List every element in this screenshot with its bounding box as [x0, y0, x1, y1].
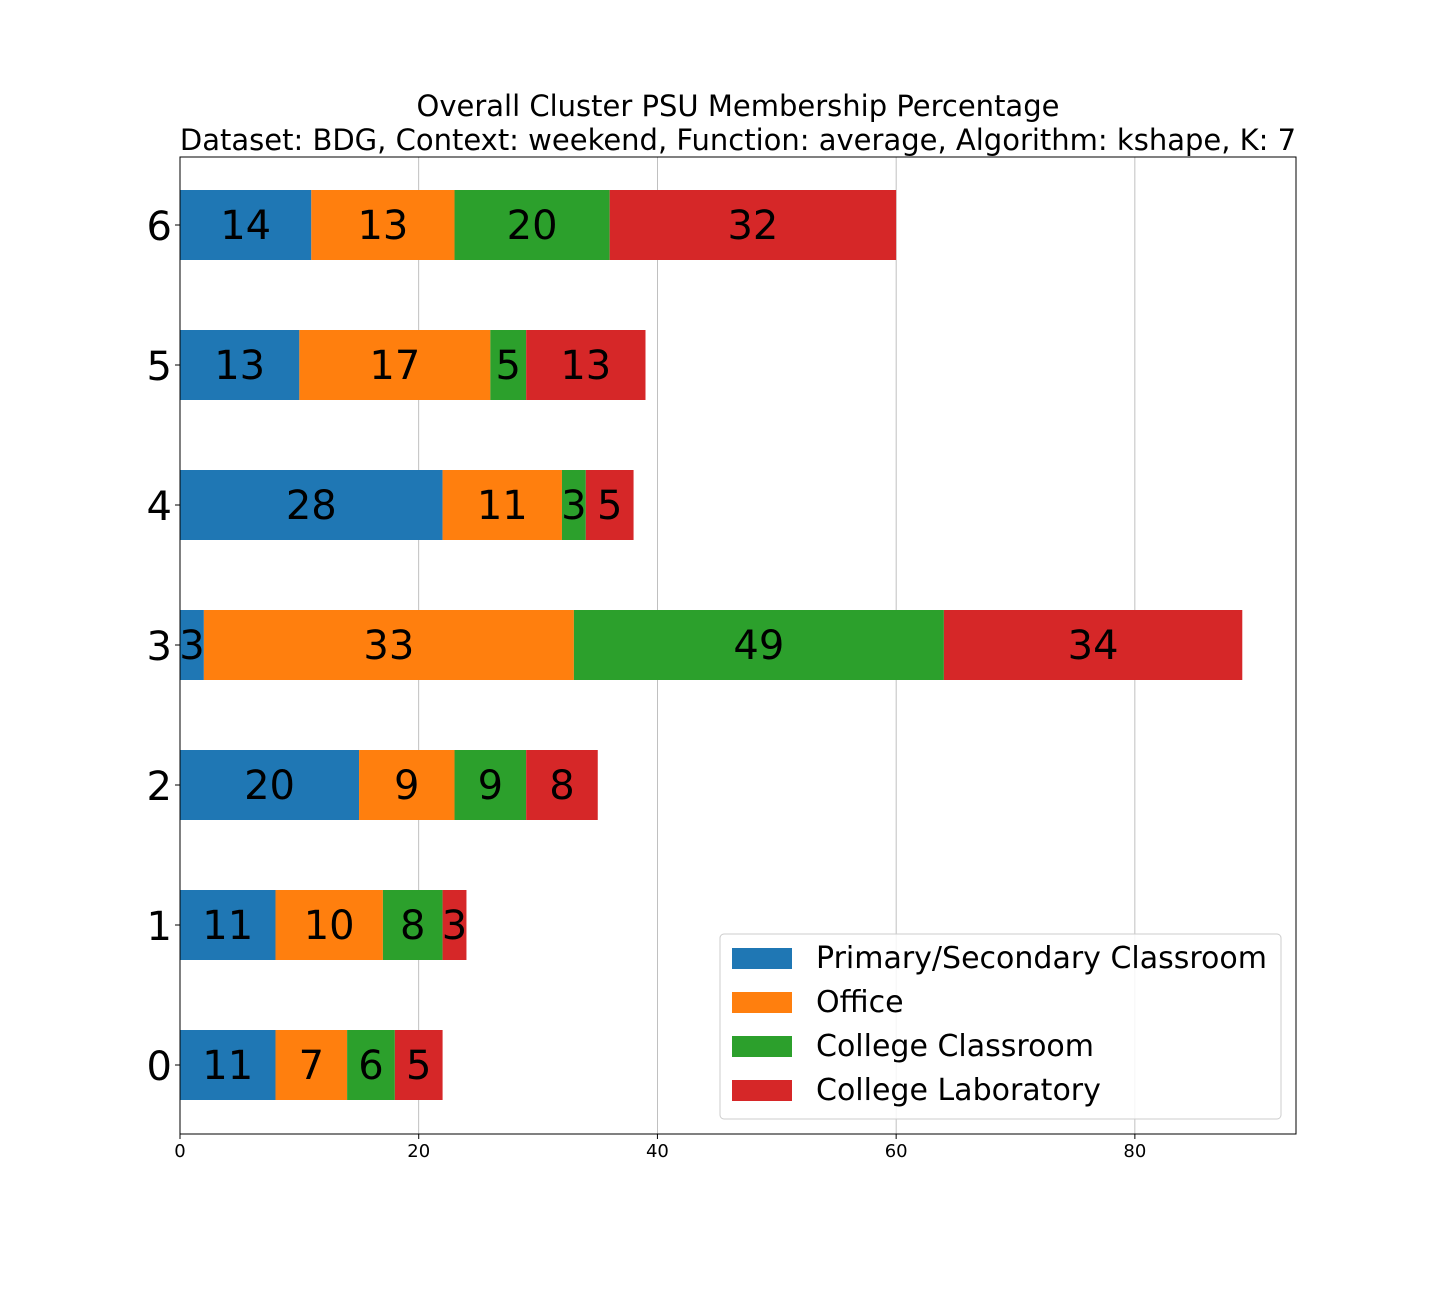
bar-cluster-5-series-2: [490, 330, 527, 400]
x-tick-label-40: 40: [646, 1141, 669, 1162]
x-tick-label-80: 80: [1123, 1141, 1146, 1162]
bar-cluster-1-series-1: [275, 890, 383, 960]
data-label-cluster-6-series-1: 13: [357, 203, 408, 249]
data-label-cluster-3-series-2: 49: [733, 623, 784, 669]
bar-cluster-0-series-0: [180, 1030, 276, 1100]
bar-cluster-5-series-0: [180, 330, 300, 400]
bar-cluster-6-series-1: [311, 190, 455, 260]
legend-swatch-2: [732, 1036, 792, 1057]
bar-cluster-4-series-3: [585, 470, 634, 540]
x-tick-label-0: 0: [174, 1141, 185, 1162]
bar-cluster-2-series-1: [359, 750, 455, 820]
data-label-cluster-0-series-0: 11: [202, 1043, 253, 1089]
legend-label-2: College Classroom: [816, 1029, 1094, 1064]
x-tick-label-60: 60: [885, 1141, 908, 1162]
legend-swatch-1: [732, 992, 792, 1013]
x-tick-label-20: 20: [407, 1141, 430, 1162]
bar-cluster-2-series-0: [180, 750, 360, 820]
bar-cluster-4-series-2: [561, 470, 586, 540]
bar-cluster-3-series-3: [943, 610, 1243, 680]
bar-cluster-5-series-3: [526, 330, 646, 400]
data-label-cluster-3-series-0: 3: [179, 623, 204, 669]
bar-cluster-3-series-1: [203, 610, 574, 680]
data-label-cluster-2-series-3: 8: [549, 763, 574, 809]
data-label-cluster-2-series-1: 9: [394, 763, 419, 809]
data-label-cluster-4-series-2: 3: [561, 483, 586, 529]
data-label-cluster-0-series-2: 6: [358, 1043, 383, 1089]
y-tick-label-0: 0: [147, 1044, 172, 1090]
chart-title: Overall Cluster PSU Membership Percentag…: [417, 89, 1060, 123]
legend: Primary/Secondary Classroom Office College…: [719, 933, 1282, 1120]
data-label-cluster-3-series-1: 33: [363, 623, 414, 669]
data-label-cluster-4-series-1: 11: [477, 483, 528, 529]
bar-cluster-1-series-0: [180, 890, 276, 960]
legend-label-1: Office: [816, 985, 904, 1020]
data-label-cluster-4-series-0: 28: [286, 483, 337, 529]
data-label-cluster-5-series-2: 5: [496, 343, 521, 389]
data-label-cluster-4-series-3: 5: [597, 483, 622, 529]
bar-cluster-0-series-1: [275, 1030, 348, 1100]
legend-swatch-3: [732, 1080, 792, 1101]
legend-swatch-0: [732, 948, 792, 969]
bar-cluster-1-series-2: [382, 890, 443, 960]
data-label-cluster-0-series-3: 5: [406, 1043, 431, 1089]
y-tick-label-1: 1: [147, 904, 172, 950]
data-label-cluster-1-series-0: 11: [202, 903, 253, 949]
data-label-cluster-2-series-2: 9: [478, 763, 503, 809]
legend-label-3: College Laboratory: [816, 1073, 1101, 1108]
y-tick-label-6: 6: [147, 204, 172, 250]
data-label-cluster-5-series-1: 17: [369, 343, 420, 389]
bar-cluster-0-series-2: [347, 1030, 395, 1100]
bar-cluster-5-series-1: [299, 330, 491, 400]
bar-cluster-2-series-3: [526, 750, 598, 820]
bar-cluster-6-series-2: [454, 190, 610, 260]
bar-cluster-0-series-3: [394, 1030, 443, 1100]
y-tick-label-4: 4: [147, 484, 172, 530]
bar-cluster-3-series-2: [573, 610, 944, 680]
bar-cluster-4-series-0: [180, 470, 443, 540]
legend-label-0: Primary/Secondary Classroom: [816, 941, 1267, 976]
data-label-cluster-0-series-1: 7: [299, 1043, 324, 1089]
bar-cluster-4-series-1: [442, 470, 562, 540]
data-label-cluster-6-series-0: 14: [220, 203, 271, 249]
data-label-cluster-2-series-0: 20: [244, 763, 295, 809]
y-tick-label-2: 2: [147, 764, 172, 810]
data-label-cluster-3-series-3: 34: [1068, 623, 1119, 669]
bar-cluster-3-series-0: [180, 610, 204, 680]
data-label-cluster-5-series-3: 13: [560, 343, 611, 389]
data-label-cluster-1-series-1: 10: [304, 903, 355, 949]
y-tick-label-3: 3: [147, 624, 172, 670]
bar-cluster-1-series-3: [442, 890, 467, 960]
bar-cluster-6-series-0: [180, 190, 312, 260]
data-label-cluster-5-series-0: 13: [214, 343, 265, 389]
bar-cluster-2-series-2: [454, 750, 527, 820]
data-label-cluster-6-series-3: 32: [727, 203, 778, 249]
data-label-cluster-6-series-2: 20: [507, 203, 558, 249]
chart-subtitle: Dataset: BDG, Context: weekend, Function…: [180, 123, 1296, 157]
data-label-cluster-1-series-2: 8: [400, 903, 425, 949]
data-label-cluster-1-series-3: 3: [442, 903, 467, 949]
y-tick-label-5: 5: [147, 344, 172, 390]
legend-box: [719, 933, 1282, 1120]
bar-cluster-6-series-3: [609, 190, 897, 260]
